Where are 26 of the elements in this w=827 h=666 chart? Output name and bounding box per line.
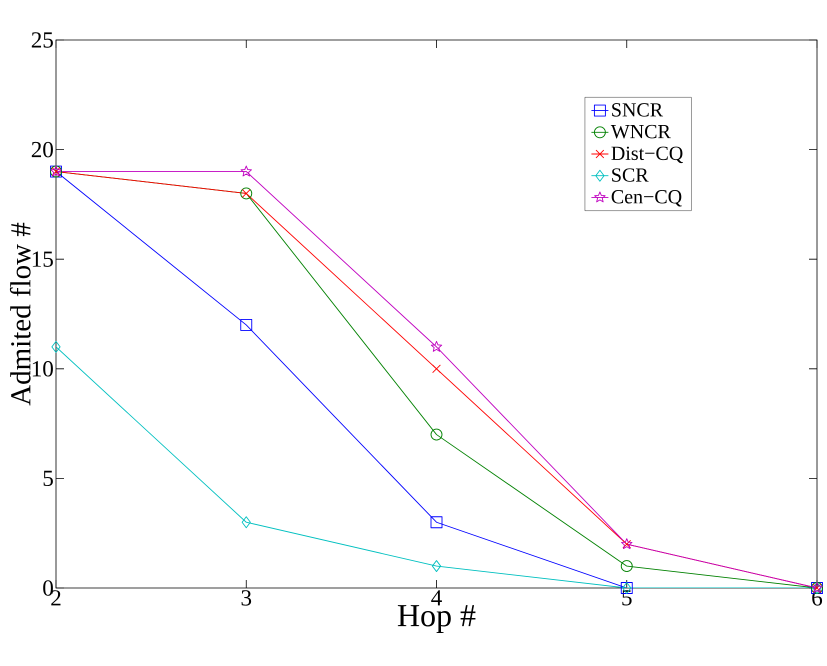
y-tick-label: 20 [32, 142, 53, 158]
y-tick-label: 15 [32, 251, 53, 267]
y-tick-label: 10 [32, 361, 53, 377]
x-tick-label: 4 [431, 590, 442, 606]
point [240, 319, 252, 331]
y-axis-title: Admited flow # [10, 222, 31, 406]
point [430, 340, 442, 352]
point [430, 516, 442, 528]
y-tick-label: 0 [43, 580, 53, 596]
point [432, 364, 441, 374]
legend-label: SCR [612, 168, 649, 182]
x-tick-label: 3 [242, 590, 252, 606]
y-tick-label: 25 [32, 32, 53, 48]
point [242, 516, 251, 528]
point [620, 560, 633, 572]
point [430, 428, 442, 441]
y-tick-label: 5 [44, 470, 53, 486]
legend-label: Cen−CQ [612, 190, 682, 207]
legend-label: WNCR [610, 124, 671, 138]
x-axis-title: Hop # [398, 605, 476, 633]
point [240, 166, 252, 176]
point [432, 560, 442, 572]
legend-label: Dist−CQ [611, 146, 683, 164]
legend-label: SNCR [612, 103, 664, 117]
point [51, 340, 61, 353]
x-tick-label: 2 [51, 590, 60, 606]
